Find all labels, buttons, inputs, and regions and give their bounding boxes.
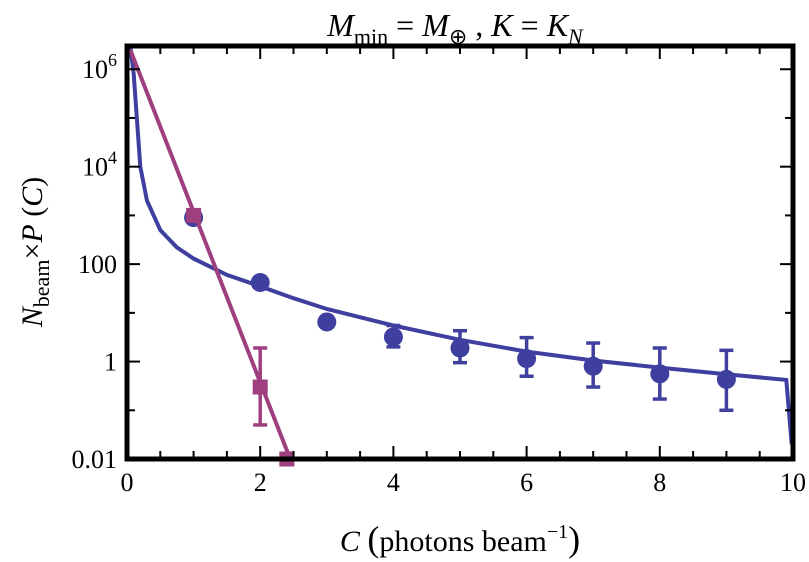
x-axis-title: C (photons beam−1)	[340, 519, 580, 559]
plot-area	[128, 45, 794, 467]
data-point	[383, 327, 403, 347]
data-point	[716, 369, 736, 389]
data-point	[317, 312, 337, 332]
axis-ticks	[126, 46, 794, 460]
data-point	[186, 207, 202, 223]
tick-labels: 0 2 4 6 8 10 0.01 1 100 104 106	[72, 50, 807, 497]
data-point	[250, 272, 270, 292]
series-1-curve	[128, 49, 293, 460]
x-tick-label: 8	[653, 468, 666, 497]
y-tick-label: 104	[82, 148, 117, 182]
x-tick-label: 6	[520, 468, 533, 497]
y-tick-label: 100	[78, 250, 117, 279]
data-point	[583, 356, 603, 376]
series-0-curve	[128, 45, 794, 445]
y-tick-label: 1	[104, 348, 117, 377]
x-tick-label: 2	[254, 468, 267, 497]
y-tick-label: 0.01	[72, 445, 118, 474]
y-tick-label: 106	[82, 50, 117, 84]
y-axis-title: Nbeam×P (C)	[16, 177, 54, 328]
data-point	[252, 379, 268, 395]
data-point	[650, 364, 670, 384]
chart-title: Mmin = M⊕ , K = KN	[326, 7, 584, 49]
data-point	[450, 338, 470, 358]
x-tick-label: 4	[387, 468, 400, 497]
data-point	[517, 349, 537, 369]
x-tick-label: 0	[121, 468, 134, 497]
plot-frame	[124, 43, 796, 462]
x-tick-label: 10	[780, 468, 806, 497]
